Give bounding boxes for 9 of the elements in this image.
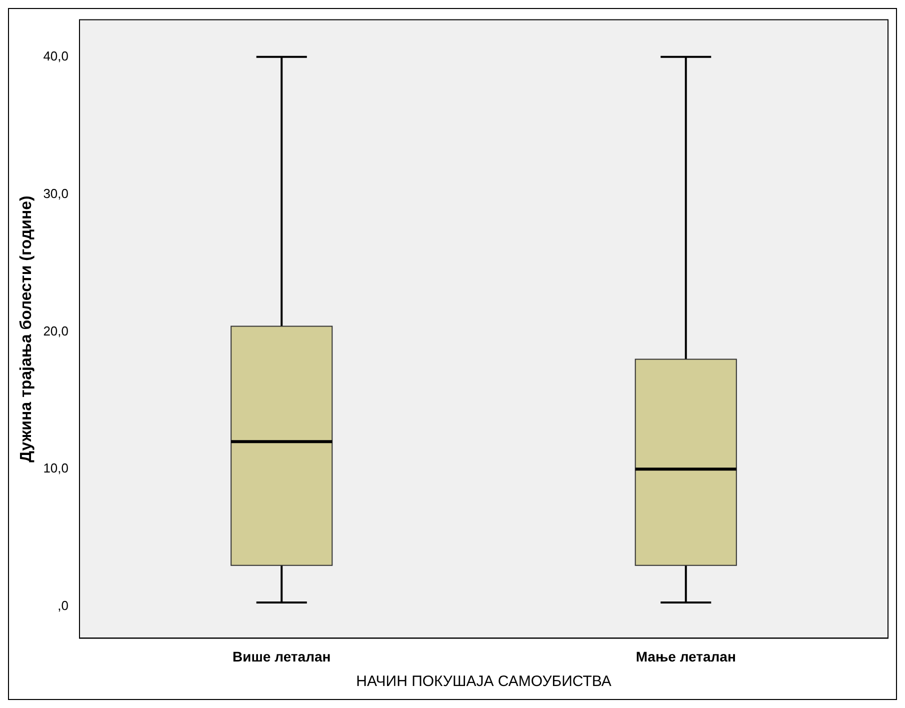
y-tick-label: 30,0	[43, 186, 68, 201]
y-tick-label: ,0	[58, 598, 68, 614]
y-axis-title: Дужина трајања болести (године)	[18, 196, 36, 462]
y-tick-label: 20,0	[43, 323, 68, 338]
y-tick-label: 40,0	[43, 48, 68, 64]
x-tick-label: Мање леталан	[636, 648, 736, 664]
x-tick-label: Више леталан	[232, 648, 331, 664]
x-axis-title: НАЧИН ПОКУШАЈА САМОУБИСТВА	[356, 673, 612, 690]
y-tick-label: 10,0	[43, 460, 68, 476]
